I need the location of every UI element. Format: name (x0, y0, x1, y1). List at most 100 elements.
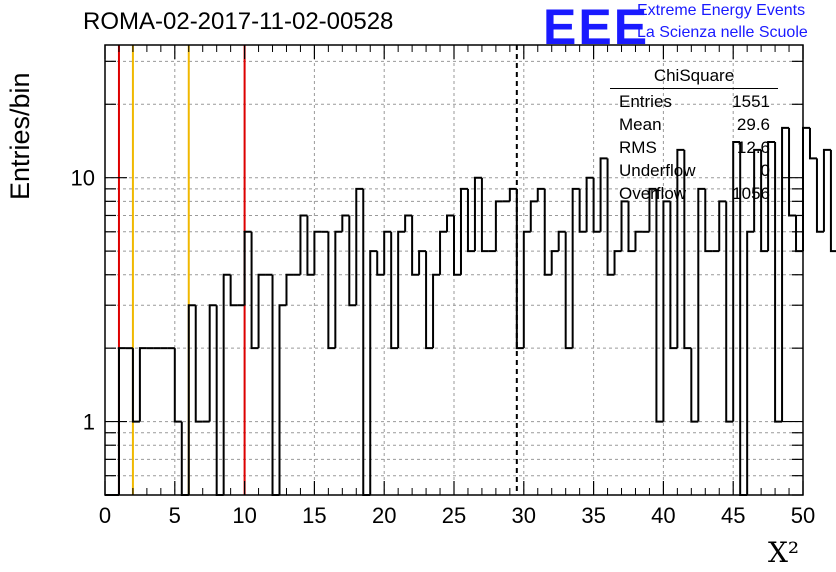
stats-box: ChiSquare Entries 1551 Mean 29.6 RMS 12.6 U… (610, 66, 778, 205)
histogram-bin (655, 188, 664, 423)
histogram-bin (327, 231, 336, 350)
histogram-bin (571, 187, 580, 349)
stats-value: 1056 (732, 184, 770, 203)
stats-name: ChiSquare (610, 66, 778, 89)
histogram-bin (341, 214, 350, 232)
histogram-bin (369, 250, 378, 495)
histogram-bin (557, 230, 566, 252)
histogram-bin (690, 348, 699, 423)
brand-line-2: La Scienza nelle Scuole (637, 24, 808, 41)
chart-title: ROMA-02-2017-11-02-00528 (83, 8, 394, 35)
eee-logo: EEE (543, 0, 650, 55)
axis-ticks (104, 45, 804, 496)
stats-row-mean: Mean 29.6 (610, 113, 778, 136)
histogram-bin (564, 231, 573, 350)
histogram-bin (480, 177, 489, 253)
histogram-bin (390, 231, 399, 350)
histogram-bin (215, 305, 224, 496)
stats-label: Entries (619, 92, 672, 111)
histogram-bin (697, 187, 706, 422)
stats-label: RMS (619, 138, 657, 157)
histogram-bin (781, 126, 790, 422)
histogram-bin (362, 188, 371, 496)
y-tick-label: 10 (71, 166, 95, 191)
tick-labels: 0 5 10 15 20 25 30 35 40 45 50 1 10 (71, 166, 816, 528)
brand-line-1: Extreme Energy Events (637, 2, 806, 19)
stats-value: 29.6 (736, 115, 770, 134)
histogram-bin (425, 251, 434, 350)
histogram-bin (585, 176, 594, 232)
histogram-bin (271, 274, 280, 496)
histogram-bin (746, 230, 755, 495)
histogram-bin (278, 304, 287, 495)
histogram-bin (606, 158, 615, 276)
x-tick-label: 25 (442, 503, 466, 528)
x-tick-label: 0 (99, 503, 111, 528)
x-tick-label: 40 (651, 503, 675, 528)
histogram-bin (725, 201, 734, 423)
histogram-bin (718, 200, 727, 252)
histogram-bin (599, 157, 608, 232)
histogram-bin (494, 200, 503, 252)
histogram-bin (117, 347, 126, 495)
histogram-bin (222, 273, 231, 495)
histogram-bin (808, 127, 817, 160)
histogram-bin (418, 250, 427, 275)
histogram-bin (795, 215, 803, 253)
histogram-bin (578, 188, 587, 233)
histogram-bin (515, 188, 524, 350)
y-tick-label: 1 (83, 410, 95, 435)
histogram-bin (306, 215, 315, 276)
histogram-bin (543, 188, 552, 276)
histogram-bin (592, 177, 601, 233)
stats-value: 0 (760, 161, 770, 180)
histogram-bin (397, 230, 406, 349)
histogram-bin (285, 273, 294, 306)
stats-row-entries: Entries 1551 (610, 90, 778, 113)
histogram-bin (355, 187, 364, 306)
histogram-bin (669, 201, 678, 350)
histogram-bin (411, 215, 420, 276)
histogram-bin (313, 230, 322, 275)
histogram-bin (334, 230, 343, 349)
histogram-bin (767, 141, 776, 252)
histogram-bin (627, 201, 636, 253)
stats-row-overflow: Overflow 1056 (610, 182, 778, 205)
histogram-bin (634, 230, 643, 252)
x-tick-label: 10 (232, 503, 256, 528)
stats-label: Underflow (619, 161, 696, 180)
histogram-bin (299, 214, 308, 275)
histogram-bin (229, 274, 238, 307)
histogram-bin (508, 187, 517, 202)
histogram-bin (348, 215, 357, 307)
histogram-bin (187, 304, 196, 495)
histogram-bin (473, 176, 482, 252)
histogram-bin (620, 200, 629, 252)
histogram-bin (774, 142, 783, 423)
x-axis-label: X² (768, 536, 800, 569)
stats-value: 1551 (732, 92, 770, 111)
histogram-bin (432, 273, 441, 349)
x-tick-label: 5 (169, 503, 181, 528)
histogram-bin (250, 231, 259, 350)
histogram-bin (648, 187, 657, 232)
x-tick-label: 30 (512, 503, 536, 528)
histogram-bin (446, 214, 454, 232)
histogram-bin (376, 251, 385, 276)
histogram-bin (550, 250, 559, 275)
histogram-bin (829, 149, 836, 253)
stats-label: Overflow (619, 184, 687, 203)
histogram-bin (453, 215, 461, 276)
histogram-bin (138, 347, 147, 422)
histogram-bin (529, 200, 538, 232)
histogram-bin (404, 214, 413, 232)
histogram-bin (243, 230, 252, 306)
histogram-bin (194, 305, 203, 423)
histogram-bin (822, 148, 831, 232)
histogram-bin (466, 188, 475, 253)
histogram-bin (683, 149, 692, 350)
histogram-bin (662, 200, 671, 422)
stats-row-underflow: Underflow 0 (610, 159, 778, 182)
x-tick-label: 35 (581, 503, 605, 528)
